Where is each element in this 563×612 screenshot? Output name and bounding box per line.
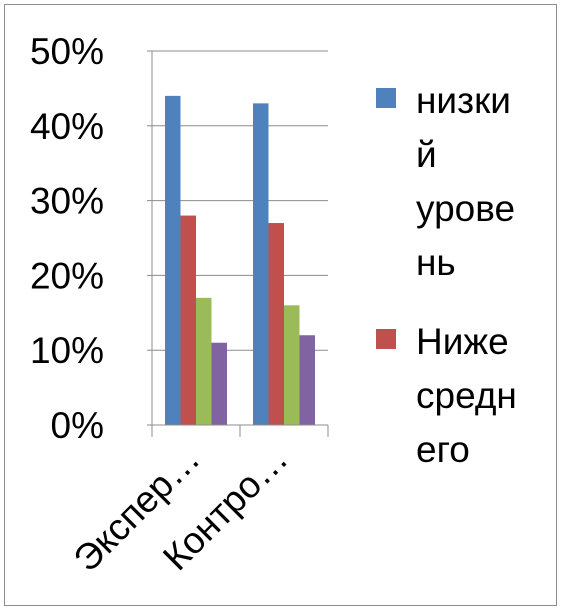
legend: низки й урове нь Ниже средн его — [376, 80, 517, 470]
bar — [180, 215, 196, 425]
axes — [147, 50, 329, 437]
bars — [165, 95, 315, 426]
legend-label: его — [416, 429, 470, 470]
y-tick-label: 30% — [30, 181, 104, 222]
bar — [196, 297, 212, 425]
legend-swatch — [376, 88, 396, 108]
bar — [253, 103, 269, 426]
x-category-labels: Экспер…Контро… — [66, 438, 296, 580]
y-tick-label: 20% — [30, 255, 104, 296]
legend-swatch — [376, 329, 396, 349]
bar — [211, 342, 227, 425]
bar — [284, 305, 300, 425]
bar — [268, 223, 284, 425]
legend-label: нь — [416, 242, 456, 283]
y-tick-labels: 0% 10% 20% 30% 40% 50% — [30, 31, 104, 446]
legend-label: урове — [416, 188, 515, 229]
y-tick-label: 10% — [30, 330, 104, 371]
bar — [299, 335, 315, 425]
y-tick-label: 0% — [51, 405, 104, 446]
legend-label: низки — [416, 80, 511, 121]
y-tick-label: 40% — [30, 106, 104, 147]
y-tick-label: 50% — [30, 31, 104, 72]
legend-label: й — [416, 134, 437, 175]
legend-label: средн — [416, 375, 517, 416]
legend-label: Ниже — [416, 321, 509, 362]
bar — [165, 95, 181, 425]
